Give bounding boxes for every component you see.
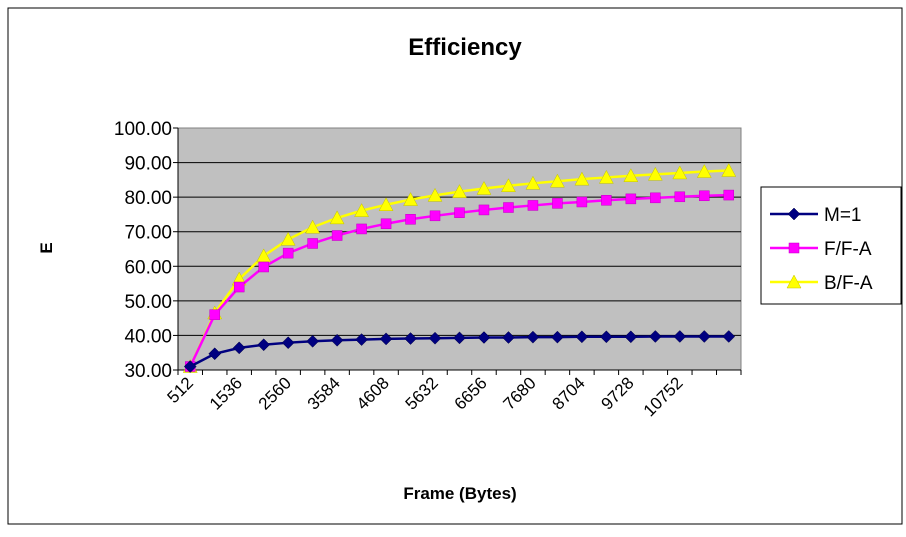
- data-point: [574, 171, 590, 186]
- data-point: [674, 191, 686, 203]
- data-point: [209, 309, 220, 320]
- y-tick-label: 80.00: [124, 188, 172, 209]
- data-point: [355, 333, 368, 346]
- legend: M=1 F/F-A B/F-A: [770, 205, 873, 294]
- data-point: [624, 330, 638, 344]
- data-point: [549, 173, 565, 188]
- data-point: [379, 332, 393, 346]
- data-point: [601, 195, 612, 206]
- data-point: [723, 189, 735, 201]
- data-point: [478, 204, 490, 216]
- legend-label: B/F-A: [824, 273, 873, 294]
- data-point: [650, 192, 661, 204]
- data-point: [307, 238, 318, 249]
- data-point: [673, 330, 687, 343]
- data-point: [552, 198, 563, 209]
- data-point: [306, 334, 319, 348]
- legend-entry: F/F-A: [770, 239, 872, 260]
- data-point: [380, 218, 392, 230]
- data-point: [503, 202, 514, 213]
- legend-label: F/F-A: [824, 239, 872, 260]
- y-tick-labels: 30.00 40.00 50.00 60.00 70.00 80.00 90.00 100.0…: [114, 119, 172, 382]
- data-point: [575, 330, 589, 344]
- data-point: [281, 336, 295, 350]
- legend-label: M=1: [824, 205, 862, 226]
- data-point: [699, 190, 710, 202]
- y-tick-label: 90.00: [124, 154, 172, 175]
- data-point: [257, 338, 271, 352]
- data-point: [672, 165, 688, 180]
- data-point: [330, 333, 344, 347]
- data-point: [527, 200, 539, 211]
- data-point: [502, 331, 515, 344]
- y-tick-label: 30.00: [124, 361, 172, 382]
- data-series: [182, 162, 737, 373]
- data-point: [454, 207, 465, 218]
- data-point: [354, 203, 370, 217]
- data-point: [280, 231, 296, 246]
- legend-box: [760, 186, 902, 305]
- data-point: [598, 169, 614, 184]
- data-point: [331, 230, 343, 241]
- data-point: [525, 175, 541, 190]
- data-point: [696, 164, 712, 178]
- data-point: [329, 210, 345, 225]
- data-point: [501, 178, 516, 192]
- series-b-f-a: [182, 162, 737, 373]
- data-point: [477, 331, 491, 344]
- data-point: [183, 360, 197, 373]
- data-point: [208, 347, 222, 361]
- data-point: [356, 223, 367, 235]
- data-point: [476, 180, 492, 195]
- y-tick-label: 100.00: [114, 119, 172, 140]
- data-point: [378, 197, 394, 211]
- legend-entry: M=1: [770, 205, 862, 226]
- data-point: [403, 192, 418, 206]
- y-tick-label: 60.00: [124, 257, 172, 278]
- legend-marker: [787, 207, 801, 221]
- data-point: [453, 331, 466, 345]
- data-point: [405, 214, 416, 225]
- data-point: [427, 187, 443, 202]
- data-point: [305, 219, 321, 234]
- data-point: [258, 261, 269, 273]
- data-point: [429, 210, 441, 222]
- data-point: [232, 341, 246, 355]
- legend-marker: [786, 274, 802, 289]
- data-point: [697, 330, 711, 343]
- data-point: [551, 330, 564, 344]
- y-tick-label: 70.00: [124, 223, 172, 244]
- y-tick-label: 40.00: [124, 326, 172, 347]
- data-point: [452, 184, 467, 198]
- data-point: [233, 281, 245, 293]
- data-point: [282, 247, 294, 259]
- data-point: [623, 168, 639, 182]
- data-point: [576, 196, 588, 208]
- legend-entry: B/F-A: [770, 273, 873, 294]
- y-tick-label: 50.00: [124, 292, 172, 313]
- data-point: [721, 162, 737, 177]
- data-point: [648, 330, 662, 343]
- chart-title: Efficiency: [408, 34, 522, 61]
- series-m-1: [183, 330, 736, 373]
- data-point: [526, 330, 540, 344]
- data-point: [722, 330, 736, 343]
- data-point: [600, 330, 613, 344]
- data-point: [647, 166, 663, 181]
- data-point: [404, 332, 417, 345]
- data-point: [625, 193, 637, 205]
- legend-marker: [788, 242, 800, 254]
- x-axis-label: Frame (Bytes): [403, 484, 516, 503]
- y-axis-label: E: [37, 242, 56, 253]
- data-point: [428, 331, 442, 345]
